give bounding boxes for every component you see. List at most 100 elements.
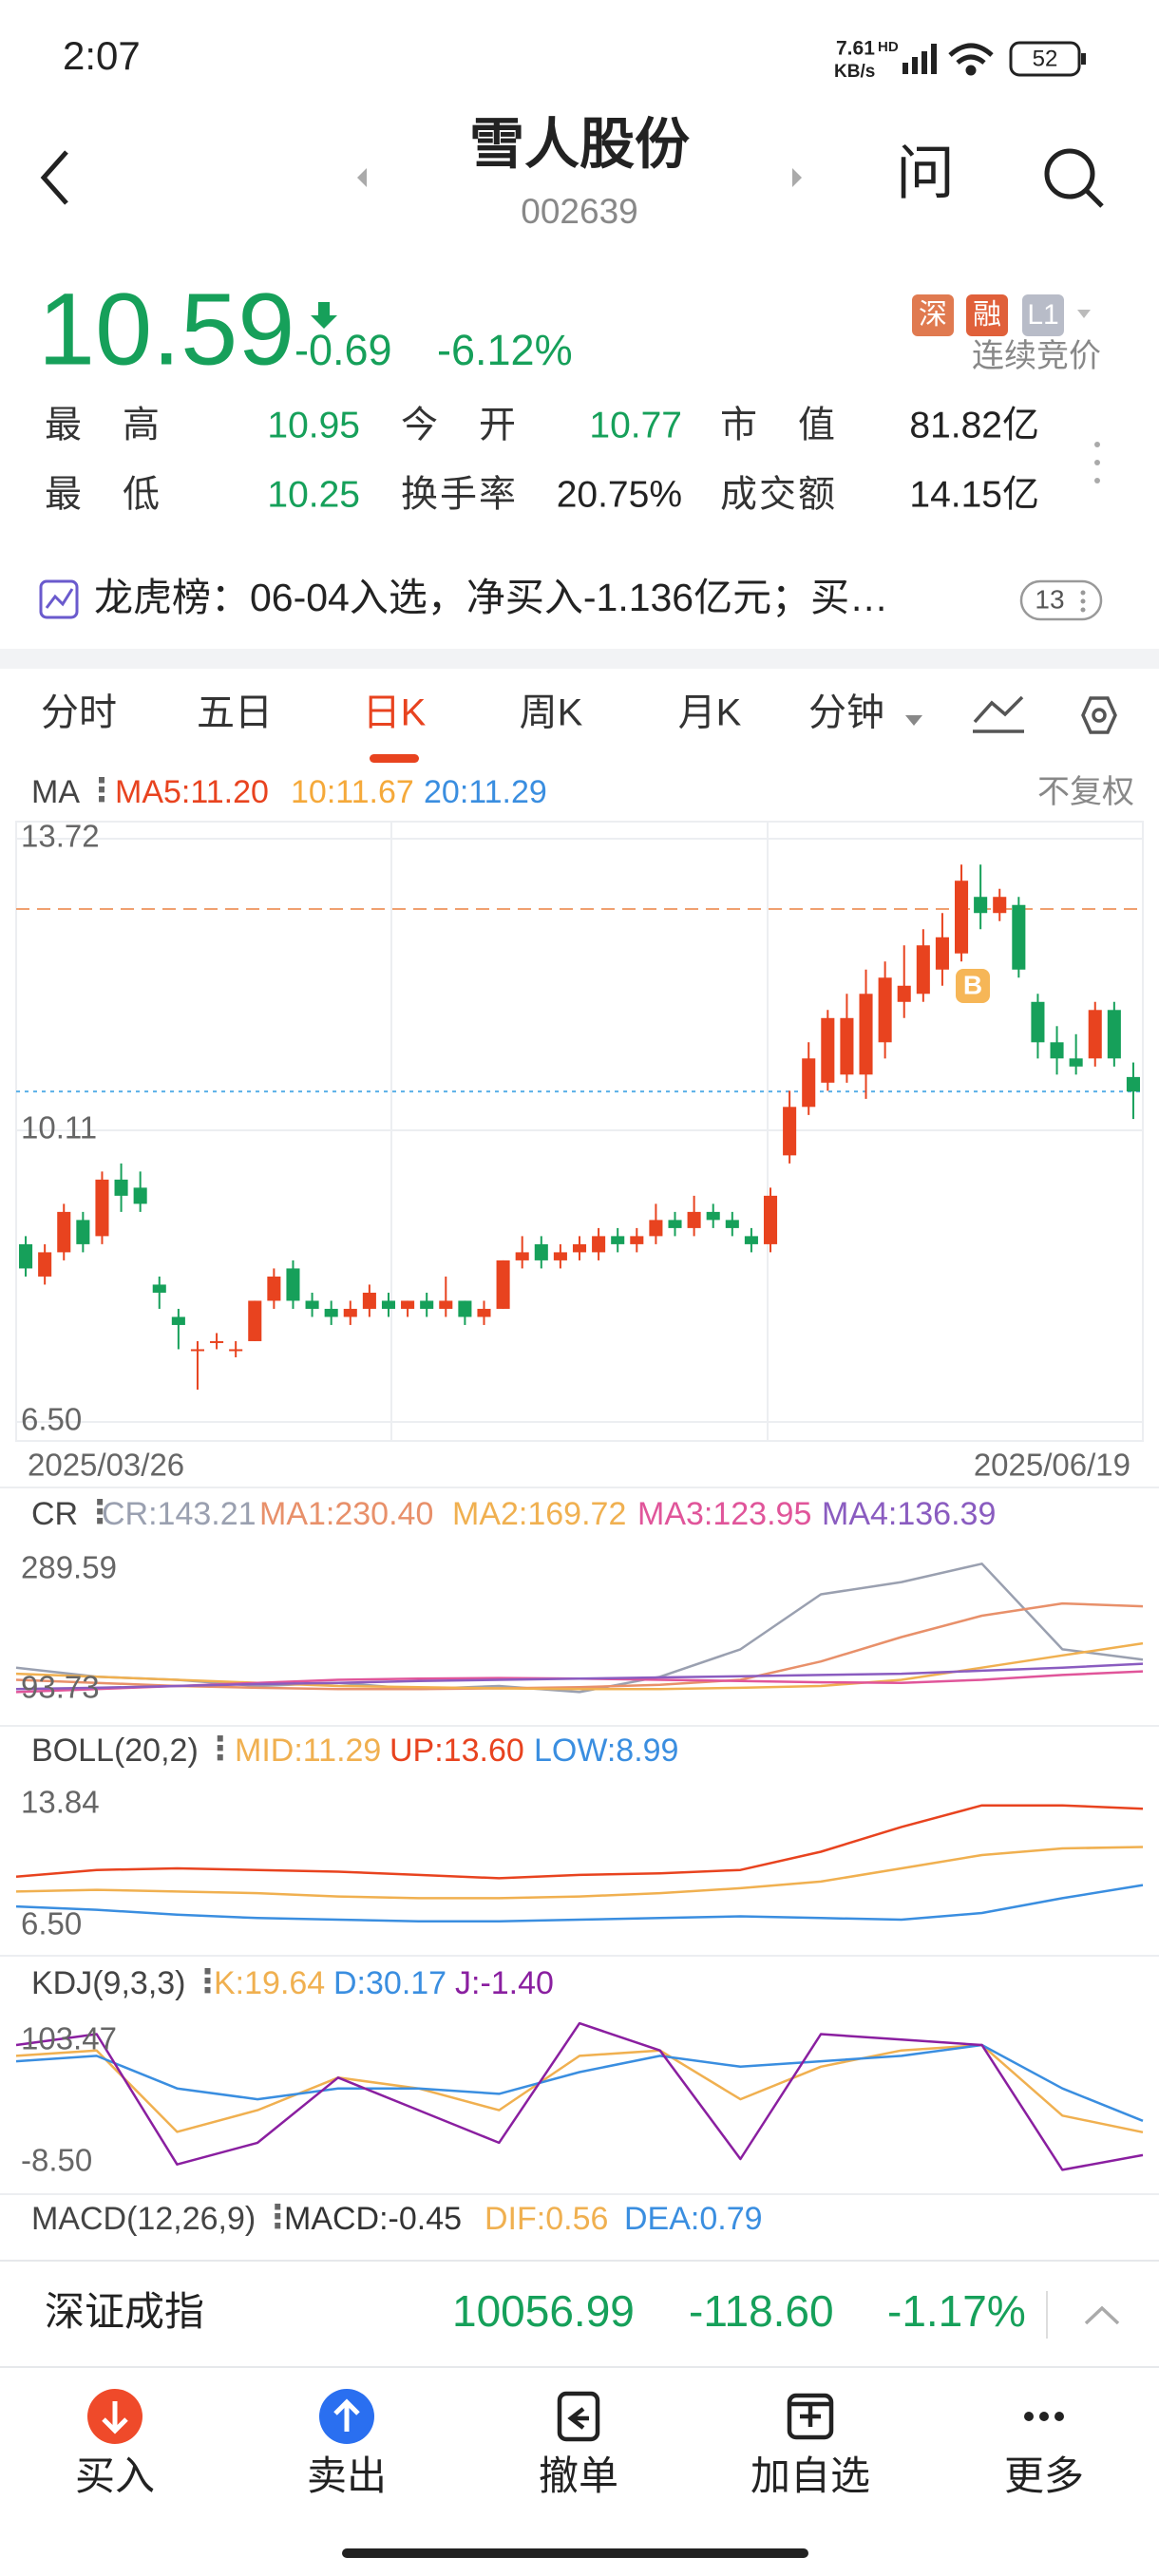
signal-icon — [902, 44, 937, 74]
tab[interactable]: 五日 — [197, 692, 273, 734]
search-button[interactable] — [1044, 148, 1104, 208]
stat-label: 市值 — [720, 405, 835, 445]
x-tick-label: 2025/06/19 — [974, 1448, 1130, 1483]
candle-body — [706, 1211, 720, 1221]
candle-body — [248, 1300, 262, 1341]
buy-marker: B — [963, 970, 982, 999]
candle-body — [668, 1220, 682, 1228]
legend-entry: 20:11.29 — [424, 774, 547, 810]
notice-text[interactable]: 龙虎榜：06-04入选，净买入-1.136亿元；买… — [94, 576, 888, 619]
tabs: 分时 五日 日K 周K 月K 分钟 — [41, 692, 884, 734]
indicator-line — [15, 2043, 1144, 2134]
trade-status: 连续竞价 — [972, 338, 1101, 374]
legend-entry: MA4:136.39 — [822, 1496, 996, 1532]
tab[interactable]: 分时 — [41, 692, 117, 734]
index-bar[interactable] — [0, 2261, 1159, 2367]
stat-value: 14.15亿 — [909, 474, 1039, 515]
candle-body — [744, 1236, 758, 1244]
watch-icon — [787, 2393, 834, 2440]
legend-sep: ⋮ — [86, 772, 118, 808]
candle-body — [133, 1187, 147, 1204]
legend-entry: MA2:169.72 — [452, 1496, 626, 1532]
candle-body — [993, 897, 1007, 914]
candle-body — [1107, 1010, 1121, 1059]
candle-body — [210, 1340, 224, 1343]
minute-dropdown[interactable] — [905, 715, 922, 726]
candle-body — [649, 1220, 663, 1237]
more-dots[interactable] — [1094, 442, 1100, 483]
y-tick-label: 93.73 — [21, 1670, 100, 1705]
legend-entry: MA3:123.95 — [637, 1496, 811, 1532]
candle-body — [859, 994, 873, 1075]
candle-body — [1088, 1010, 1102, 1059]
candle-body — [152, 1284, 166, 1293]
candle-body — [114, 1179, 128, 1196]
price-change-pct: -6.12% — [437, 326, 573, 374]
badge-dropdown[interactable] — [1077, 310, 1091, 318]
tab[interactable]: 月K — [678, 692, 742, 734]
candle-body — [305, 1300, 319, 1309]
indicator-line — [15, 2021, 1144, 2171]
candle-body — [974, 897, 988, 914]
candle-body — [420, 1300, 434, 1309]
expand-button[interactable] — [1084, 2305, 1120, 2325]
candle-body — [439, 1300, 453, 1309]
legend-entry: DIF:0.56 — [484, 2201, 608, 2237]
badges: 深融 L1 — [912, 294, 1064, 336]
stat-value: 10.77 — [589, 405, 682, 445]
settings[interactable] — [1081, 696, 1117, 734]
legend-sep: ⋮ — [192, 1963, 224, 1999]
tab[interactable]: 周K — [520, 692, 583, 734]
prev-stock[interactable] — [357, 168, 367, 187]
chart-title: MA — [31, 774, 80, 810]
notice-badge[interactable] — [1019, 579, 1103, 621]
buy-icon — [87, 2389, 142, 2444]
candle-body — [553, 1252, 567, 1260]
y-tick-label: 13.72 — [21, 819, 100, 854]
candle-body — [783, 1107, 797, 1156]
battery-tip — [1081, 53, 1086, 65]
draw-tool[interactable] — [973, 695, 1024, 733]
badge-bg — [1022, 294, 1064, 336]
candle-body — [534, 1243, 548, 1260]
x-tick-label: 2025/03/26 — [28, 1448, 184, 1483]
sell-icon — [319, 2389, 374, 2444]
legend-entry: CR:143.21 — [102, 1496, 256, 1532]
candle-body — [572, 1243, 587, 1253]
nav-item[interactable]: 更多 — [1004, 2453, 1084, 2498]
candle-body — [477, 1308, 491, 1317]
price: 10.59 — [38, 272, 294, 387]
nav: 买入 卖出 撤单 加自选 更多 — [75, 2453, 1084, 2498]
home-indicator — [342, 2548, 808, 2558]
nav-item[interactable]: 撤单 — [539, 2453, 618, 2498]
badge: L1 — [1027, 299, 1058, 331]
candle-body — [38, 1252, 52, 1277]
candle-body — [840, 1017, 854, 1075]
chart-title: MACD(12,26,9) — [31, 2201, 256, 2237]
battery-level: 52 — [1033, 46, 1058, 71]
badge-bg — [966, 294, 1008, 336]
candle-body — [897, 985, 911, 1002]
tab[interactable]: 分钟 — [808, 692, 884, 734]
index-name: 深证成指 — [45, 2289, 204, 2334]
candle-body — [171, 1316, 185, 1325]
chart-title: CR — [31, 1496, 78, 1532]
tab[interactable]: 日K — [363, 692, 427, 734]
candle-body — [190, 1349, 205, 1352]
back-button[interactable] — [40, 150, 68, 205]
badge: 融 — [973, 299, 1001, 331]
y-tick-label: -8.50 — [21, 2143, 92, 2178]
nav-item[interactable]: 加自选 — [750, 2453, 870, 2498]
legend-entry: J:-1.40 — [455, 1965, 554, 2001]
ask-button[interactable]: 问 — [896, 141, 955, 206]
legend-entry: UP:13.60 — [390, 1733, 524, 1769]
candle-body — [76, 1220, 90, 1244]
adjust-mode[interactable]: 不复权 — [1037, 774, 1134, 810]
nav-item[interactable]: 卖出 — [307, 2453, 387, 2498]
nav-item[interactable]: 买入 — [75, 2453, 155, 2498]
legend-entry: MACD:-0.45 — [284, 2201, 462, 2237]
next-stock[interactable] — [792, 168, 802, 187]
wifi-icon — [948, 43, 994, 76]
y-tick-label: 103.47 — [21, 2021, 117, 2056]
